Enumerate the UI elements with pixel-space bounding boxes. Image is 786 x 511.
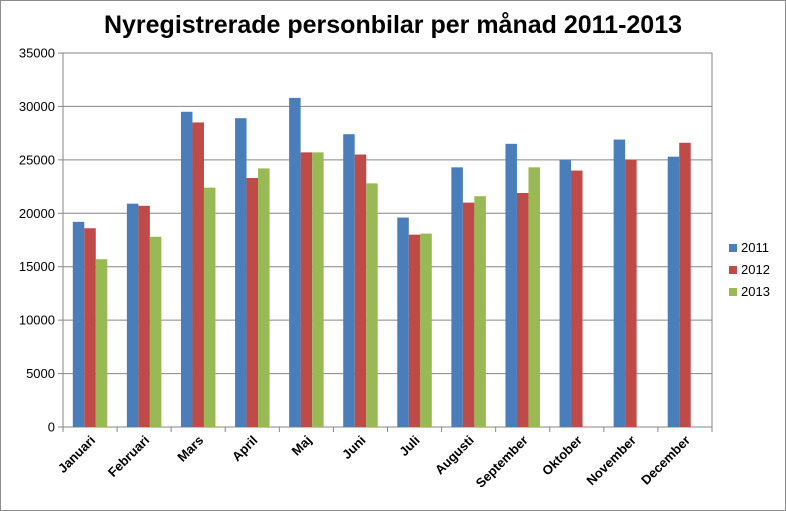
- x-tick-label: Januari: [55, 433, 98, 476]
- y-tick-label: 5000: [26, 366, 55, 381]
- x-tick-label: Maj: [289, 433, 315, 459]
- bar-2011-juli: [397, 217, 409, 427]
- legend-swatch-2013: [729, 288, 737, 296]
- bar-2013-mars: [203, 187, 216, 427]
- bar-2012-december: [679, 142, 691, 427]
- bar-2012-juni: [354, 154, 367, 427]
- x-tick-label: April: [229, 433, 261, 465]
- x-tick-label: Mars: [174, 433, 206, 465]
- bar-2013-augusti: [474, 196, 486, 427]
- bar-2011-oktober: [559, 159, 572, 427]
- bar-2011-november: [613, 139, 626, 427]
- bar-2013-juni: [366, 183, 378, 427]
- legend-swatch-2011: [729, 244, 737, 252]
- y-tick-label: 10000: [19, 313, 55, 328]
- bar-2013-maj: [312, 152, 324, 427]
- bar-2013-juli: [420, 233, 432, 427]
- legend-label-2013: 2013: [741, 284, 770, 299]
- bar-2011-juni: [343, 134, 355, 427]
- bar-2012-mars: [192, 122, 204, 427]
- y-axis-ticks: 0 5000 10000 15000 20000 25000 30000 35000: [19, 46, 63, 435]
- bar-2012-oktober: [571, 170, 583, 428]
- legend-label-2011: 2011: [741, 240, 769, 255]
- y-tick-label: 30000: [19, 99, 55, 114]
- bar-2013-april: [258, 168, 270, 428]
- legend: 2011 2012 2013: [729, 240, 770, 299]
- bar-2011-april: [235, 118, 247, 427]
- bar-2013-februari: [149, 236, 162, 427]
- y-tick-label: 35000: [19, 46, 55, 61]
- bar-2012-september: [516, 192, 529, 427]
- bar-2013-september: [528, 167, 540, 427]
- x-tick-label: Augusti: [432, 433, 477, 478]
- bars: [72, 97, 691, 428]
- x-tick-label: September: [473, 433, 531, 491]
- x-tick-label: Juni: [339, 433, 369, 463]
- y-tick-label: 15000: [19, 259, 55, 274]
- bar-2013-januari: [95, 259, 108, 427]
- bar-2011-mars: [180, 111, 193, 428]
- bar-2012-januari: [84, 228, 96, 427]
- bar-2011-augusti: [451, 167, 463, 427]
- legend-label-2012: 2012: [741, 262, 770, 277]
- x-axis-ticks: Januari Februari Mars April Maj Juni Juli Augus…: [55, 427, 713, 491]
- y-tick-label: 0: [48, 420, 55, 435]
- bar-2011-februari: [126, 203, 139, 427]
- bar-2011-september: [505, 143, 517, 428]
- y-tick-label: 20000: [19, 206, 55, 221]
- bar-2011-januari: [72, 221, 85, 427]
- plot-area: [62, 52, 713, 428]
- bar-2012-augusti: [462, 202, 475, 427]
- x-tick-label: December: [638, 433, 693, 488]
- y-tick-label: 25000: [19, 152, 55, 167]
- bar-2012-februari: [138, 205, 150, 427]
- bar-2012-maj: [300, 152, 313, 427]
- x-tick-label: November: [583, 433, 639, 489]
- bar-2012-november: [625, 159, 637, 427]
- legend-swatch-2012: [729, 266, 737, 274]
- x-tick-label: Februari: [105, 433, 152, 480]
- bar-2011-december: [667, 156, 680, 427]
- gridlines: [63, 105, 712, 375]
- bar-2012-juli: [408, 234, 421, 427]
- chart-title: Nyregistrerade personbilar per månad 201…: [104, 11, 682, 39]
- bar-2012-april: [246, 178, 259, 427]
- x-tick-label: Juli: [396, 433, 422, 459]
- bar-2011-maj: [289, 97, 301, 427]
- x-tick-label: Oktober: [539, 433, 585, 479]
